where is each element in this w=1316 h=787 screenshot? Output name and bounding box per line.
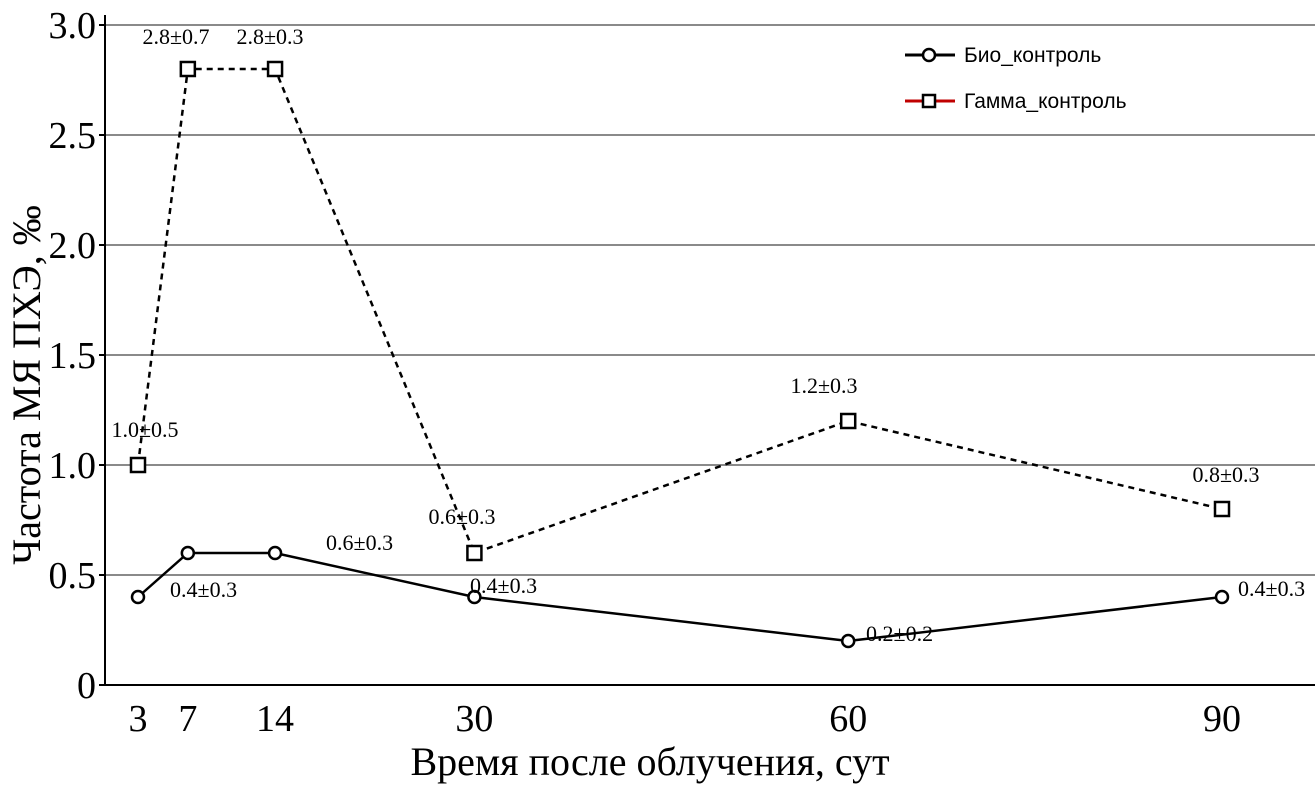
data-point-circle xyxy=(467,589,482,605)
x-tick-label: 3 xyxy=(129,698,148,740)
data-point-square xyxy=(266,60,284,78)
legend: Био_контроль Гамма_контроль xyxy=(905,44,1127,113)
data-point-circle xyxy=(840,633,856,649)
data-label: 0.2±0.2 xyxy=(866,621,933,646)
y-tick-label: 1.5 xyxy=(49,335,97,377)
data-point-square xyxy=(466,544,483,562)
x-tick-label: 60 xyxy=(829,698,867,740)
y-axis-title: Частота МЯ ПХЭ, ‰ xyxy=(4,205,49,565)
series xyxy=(129,60,1231,649)
data-point-square xyxy=(839,412,857,430)
data-label: 0.4±0.3 xyxy=(1238,576,1305,601)
data-label: 0.8±0.3 xyxy=(1192,462,1259,487)
x-tick-labels: 3 7 14 30 60 90 xyxy=(129,698,1242,740)
y-tick-label: 0 xyxy=(77,665,96,707)
data-label: 0.4±0.3 xyxy=(470,573,537,598)
data-point-circle xyxy=(130,589,146,605)
x-tick-label: 30 xyxy=(455,698,493,740)
data-label: 1.0±0.5 xyxy=(111,417,178,442)
data-point-circle xyxy=(267,545,283,561)
data-point-circle xyxy=(180,545,196,561)
data-label: 0.6±0.3 xyxy=(326,530,393,555)
data-point-square xyxy=(1213,500,1231,518)
series-line-1 xyxy=(137,551,1223,643)
series-line-2 xyxy=(136,67,1223,555)
x-axis-title: Время после облучения, сут xyxy=(410,739,889,784)
axes xyxy=(99,15,1315,686)
x-tick-label: 14 xyxy=(256,698,294,740)
y-tick-label: 2.5 xyxy=(49,115,97,157)
data-label: 0.6±0.3 xyxy=(428,504,495,529)
legend-label: Био_контроль xyxy=(964,44,1101,67)
y-tick-label: 2.0 xyxy=(49,225,97,267)
data-label: 1.2±0.3 xyxy=(790,373,857,398)
data-label: 2.8±0.7 xyxy=(142,24,209,49)
legend-label: Гамма_контроль xyxy=(964,90,1127,113)
y-tick-label: 1.0 xyxy=(49,445,97,487)
data-point-circle xyxy=(1214,589,1230,605)
data-label: 0.4±0.3 xyxy=(170,577,237,602)
x-tick-label: 7 xyxy=(178,698,197,740)
data-label: 2.8±0.3 xyxy=(236,24,303,49)
y-tick-label: 0.5 xyxy=(49,555,97,597)
data-labels: 0.4±0.3 0.6±0.3 0.4±0.3 0.2±0.2 0.4±0.3 1.0±0… xyxy=(111,24,1305,646)
legend-marker-circle xyxy=(921,47,937,63)
y-tick-labels: 0 0.5 1.0 1.5 2.0 2.5 3.0 xyxy=(49,5,97,707)
data-point-square xyxy=(129,456,147,474)
x-tick-label: 90 xyxy=(1203,698,1241,740)
gridlines xyxy=(105,24,1315,576)
data-point-square xyxy=(179,60,197,78)
legend-marker-square xyxy=(921,93,937,109)
y-tick-label: 3.0 xyxy=(49,5,97,47)
